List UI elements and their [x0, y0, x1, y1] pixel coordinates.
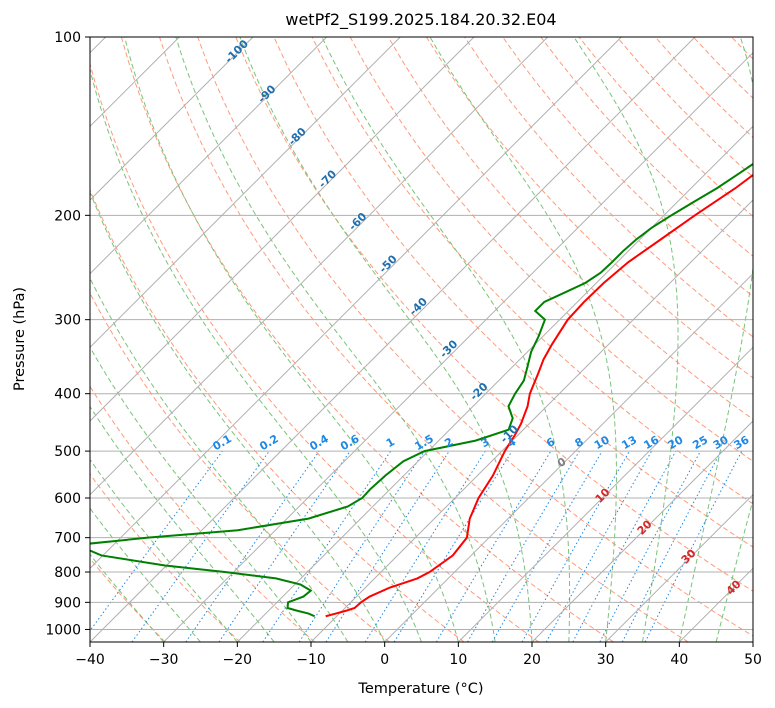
sounding-series — [90, 162, 753, 618]
dry-adiabat — [90, 62, 540, 642]
moist-adiabat — [90, 405, 275, 642]
mixing-ratio-line — [393, 450, 513, 642]
moist-adiabat — [90, 190, 386, 642]
mixing-ratio-lines — [90, 450, 743, 642]
moist-adiabat — [124, 37, 459, 642]
y-tick-label: 500 — [54, 444, 81, 460]
mixing-ratio-line — [298, 450, 425, 642]
mixing-ratio-line — [218, 450, 351, 642]
x-tick-label: −10 — [296, 652, 326, 668]
skewed-isotherm — [384, 272, 753, 642]
skewed-isotherm — [457, 346, 753, 642]
chart-title: wetPf2_S199.2025.184.20.32.E04 — [285, 10, 556, 30]
moist-adiabat — [573, 37, 679, 642]
x-tick-label: −40 — [75, 652, 105, 668]
dry-adiabat — [464, 37, 753, 338]
y-tick-label: 400 — [54, 387, 81, 403]
x-tick-label: 10 — [449, 652, 467, 668]
moist-adiabat — [90, 67, 422, 642]
mixing-ratio-line — [545, 450, 653, 642]
y-tick-label: 800 — [54, 565, 81, 581]
mixing-ratio-line — [185, 450, 320, 642]
dry-adiabat — [273, 37, 753, 548]
moist-adiabat — [321, 37, 571, 642]
mixing-ratio-line — [572, 450, 677, 642]
dry-adiabat — [90, 188, 465, 642]
y-axis-ticks: 100 200 300 400 500 600 700 800 900 1000 — [45, 30, 90, 638]
x-axis-ticks: −40 −30 −20 −10 0 10 20 30 40 50 — [75, 642, 762, 668]
x-tick-label: −20 — [223, 652, 253, 668]
y-tick-label: 600 — [54, 491, 81, 507]
skewed-isotherm — [605, 493, 753, 642]
y-tick-label: 300 — [54, 313, 81, 329]
x-tick-label: 30 — [597, 652, 615, 668]
mixing-ratio-line — [90, 450, 223, 632]
mixing-ratio-line — [521, 450, 630, 642]
dry-adiabat — [349, 37, 753, 462]
x-tick-label: 50 — [744, 652, 762, 668]
skewed-isotherm — [236, 125, 753, 642]
dry-adiabat — [425, 37, 753, 379]
y-tick-label: 900 — [54, 595, 81, 611]
moist-adiabat — [678, 37, 753, 642]
skewed-isotherm — [90, 37, 696, 642]
dry-adiabat-lines — [90, 37, 753, 642]
skewed-isotherm — [90, 37, 401, 349]
mixing-ratio-line — [325, 450, 450, 642]
dry-adiabat — [159, 37, 689, 642]
skewed-isotherm — [90, 37, 254, 201]
mixing-ratio-line — [644, 450, 743, 642]
skewed-isotherm — [163, 51, 753, 642]
plot-frame — [89, 36, 754, 643]
x-axis-label: Temperature (°C) — [357, 681, 483, 697]
mixing-ratio-line — [262, 450, 392, 642]
moist-adiabat — [90, 277, 349, 642]
moist-adiabat — [715, 498, 753, 642]
dewpoint-line — [90, 162, 753, 618]
skewed-isotherm — [310, 199, 753, 642]
temperature-line — [325, 173, 753, 618]
dry-adiabat — [90, 473, 241, 642]
dry-adiabat — [120, 37, 614, 642]
skewed-isotherm — [90, 37, 328, 275]
y-tick-label: 200 — [54, 208, 81, 224]
moist-adiabat — [239, 37, 533, 642]
y-tick-label: 100 — [54, 30, 81, 46]
dry-adiabat — [90, 292, 390, 642]
dry-adiabat — [90, 385, 316, 642]
dry-adiabat — [90, 557, 166, 642]
y-tick-label: 700 — [54, 531, 81, 547]
skewed-isotherm — [90, 37, 475, 422]
pressure-grid-lines — [90, 37, 753, 630]
moist-adiabat — [175, 37, 496, 642]
moist-adiabat — [429, 37, 617, 642]
y-tick-label: 1000 — [45, 622, 81, 638]
dry-adiabat — [197, 37, 753, 637]
skewed-isotherm — [90, 37, 549, 496]
x-tick-label: 0 — [380, 652, 389, 668]
y-axis-label: Pressure (hPa) — [12, 287, 28, 391]
x-tick-label: 20 — [523, 652, 541, 668]
moist-adiabat-lines — [90, 37, 753, 642]
mixing-ratio-line — [131, 450, 270, 642]
skewed-isotherm — [531, 420, 753, 642]
x-tick-label: −30 — [149, 652, 179, 668]
moist-adiabat — [90, 458, 238, 642]
plot-area: 0.1 0.2 0.4 0.6 1 1.5 2 3 4 6 8 10 13 16 20 25 30 36-100-… — [90, 37, 753, 642]
x-tick-label: 40 — [670, 652, 688, 668]
dry-adiabat — [235, 37, 753, 592]
